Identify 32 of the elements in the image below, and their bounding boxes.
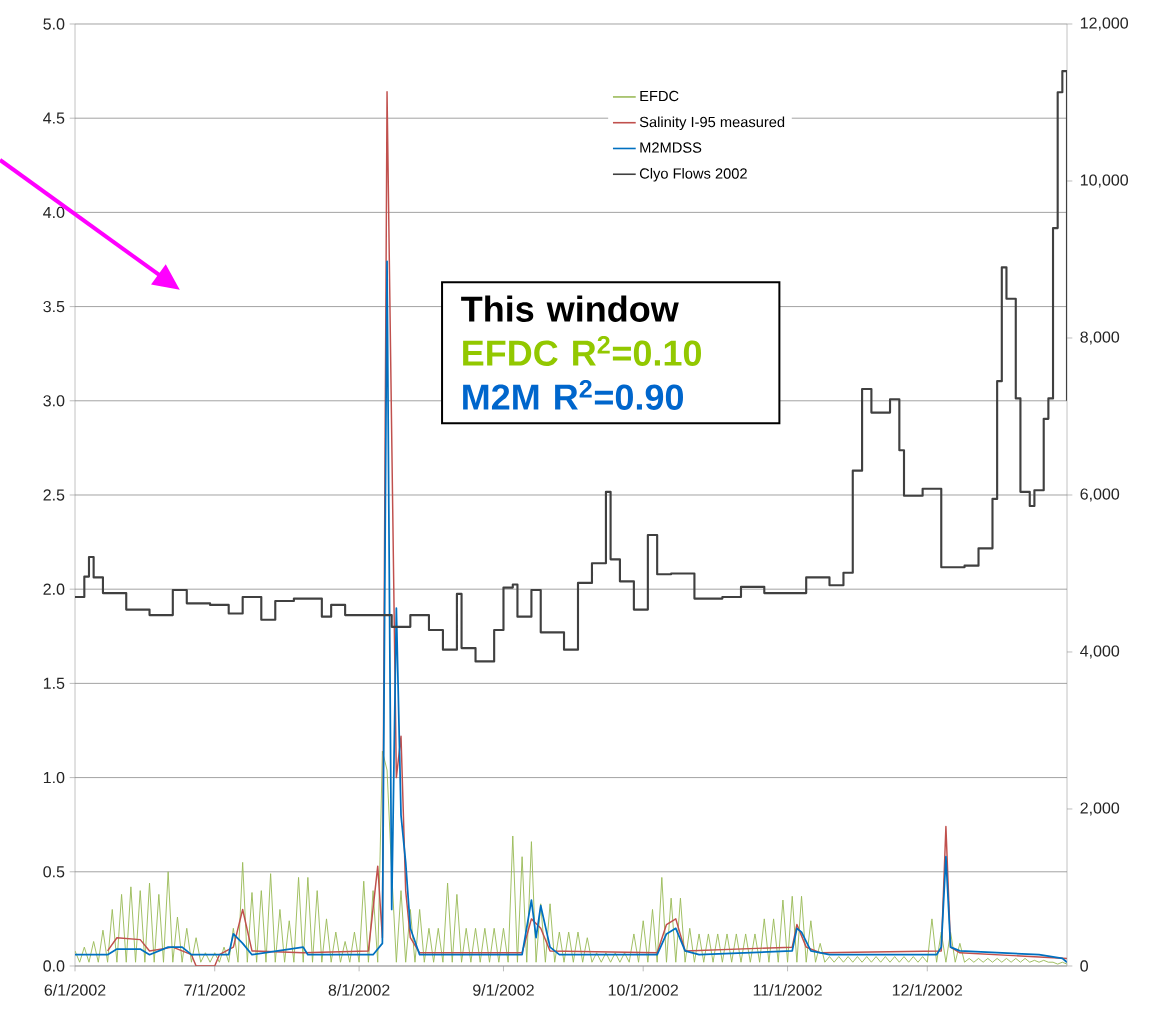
x-tick-label: 10/1/2002	[608, 984, 678, 996]
y2-tick-label: 4,000	[1080, 645, 1120, 659]
y2-tick-label: 12,000	[1080, 17, 1129, 31]
y2-tick-label: 6,000	[1080, 488, 1120, 502]
y-tick-label: 0.0	[43, 960, 65, 972]
y-tick-label: 2.5	[43, 489, 65, 501]
y-tick-label: 3.5	[43, 300, 65, 313]
legend-label: M2MDSS	[640, 142, 702, 153]
y-tick-label: 4.0	[43, 206, 65, 219]
y-tick-label: 4.5	[43, 112, 65, 124]
x-tick-label: 8/1/2002	[328, 984, 390, 996]
y-tick-label: 2.0	[43, 583, 65, 595]
x-tick-label: 9/1/2002	[473, 984, 534, 996]
annotation: M2M R$^{2}$=0.90	[463, 379, 684, 410]
y-tick-label: 1.5	[43, 677, 65, 689]
y2-tick-label: 8,000	[1080, 331, 1120, 345]
legend-label: Clyo Flows 2002	[639, 167, 747, 182]
legend-label: EFDC	[640, 90, 679, 102]
y2-tick-label: 10,000	[1080, 174, 1129, 188]
x-tick-label: 11/1/2002	[753, 984, 822, 996]
x-tick-label: 12/1/2002	[892, 984, 963, 996]
annotation: EFDC R$^{2}$=0.10	[463, 335, 702, 366]
x-tick-label: 6/1/2002	[44, 984, 106, 996]
y2-tick-label: 0	[1080, 960, 1088, 972]
legend-label: Salinity I-95 measured	[639, 116, 785, 131]
y-tick-label: 0.5	[43, 866, 65, 878]
y-tick-label: 5.0	[43, 18, 65, 30]
y-tick-label: 3.0	[43, 395, 65, 407]
y2-tick-label: 2,000	[1080, 802, 1120, 816]
y-tick-label: 1.0	[43, 771, 65, 784]
annotation: This window	[461, 295, 679, 322]
x-tick-label: 7/1/2002	[184, 984, 246, 996]
